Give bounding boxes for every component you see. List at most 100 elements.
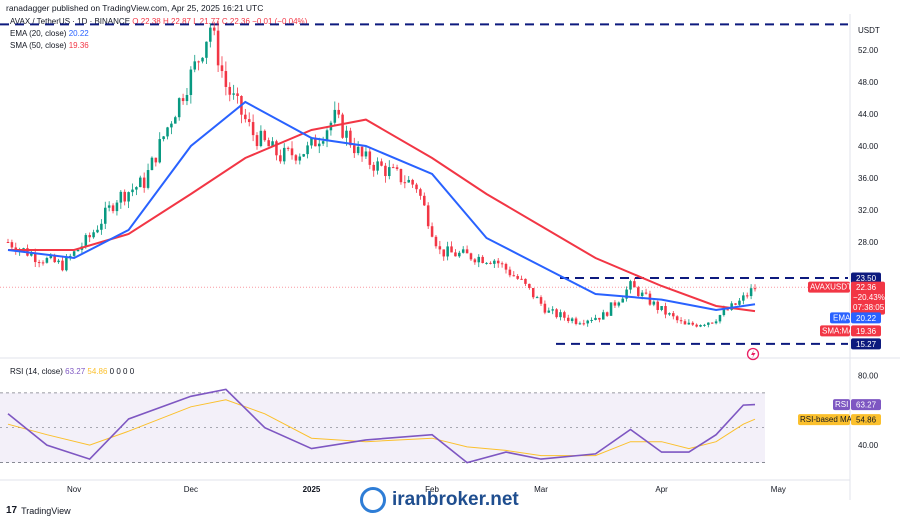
rsi-tag-name: RSI: [835, 400, 848, 409]
candle-body: [458, 252, 461, 257]
candle-body: [703, 324, 706, 326]
candle-body: [570, 318, 574, 322]
candle-body: [485, 262, 488, 264]
symbol-legend[interactable]: AVAX / TetherUS · 1D · BINANCE O 22.38 H…: [10, 17, 307, 26]
candle-body: [88, 235, 91, 238]
candle-body: [154, 157, 158, 163]
candle-body: [337, 109, 340, 115]
candle-body: [100, 223, 103, 230]
candle-body: [10, 242, 14, 248]
rsi-ma-line[interactable]: [7, 399, 756, 457]
rsi-line[interactable]: [7, 388, 756, 464]
alert-icon[interactable]: [746, 347, 760, 361]
rsi-tag[interactable]: RSI 63.27: [833, 399, 881, 411]
candle-body: [360, 146, 364, 157]
candle-body: [321, 141, 325, 144]
tradingview-label: TradingView: [21, 505, 71, 516]
candlestick-series[interactable]: [6, 20, 757, 328]
rsi-legend-value: 63.27: [65, 367, 86, 376]
candle-body: [742, 295, 745, 301]
last-price-name: AVAXUSDT: [810, 283, 852, 292]
candle-body: [139, 177, 142, 188]
price-tick-label: 28.00: [858, 238, 879, 247]
candle-body: [61, 260, 64, 271]
candle-body: [430, 226, 434, 237]
sma-tag[interactable]: SMA:MA 19.36: [820, 325, 881, 337]
candle-body: [193, 61, 197, 70]
candle-body: [30, 253, 33, 256]
candle-body: [84, 235, 88, 247]
price-tick-label: 52.00: [858, 46, 879, 55]
last-price-name-bg: [808, 281, 850, 293]
candle-body: [333, 109, 337, 123]
price-axis[interactable]: 52.00 48.00 44.00 40.00 36.00 32.00 28.00: [858, 46, 879, 247]
candle-body: [547, 310, 551, 313]
candle-body: [185, 94, 189, 102]
candle-body: [65, 256, 68, 271]
resistance-tag[interactable]: 23.50: [851, 272, 881, 284]
support-tag[interactable]: 15.27: [851, 338, 881, 350]
rsi-ma-tag-value: 54.86: [856, 416, 877, 425]
candle-body: [625, 289, 628, 299]
resistance-tag-text: 23.50: [856, 274, 877, 283]
candle-body: [621, 298, 624, 303]
candle-body: [524, 278, 527, 284]
candle-body: [578, 323, 582, 325]
candle-body: [419, 189, 422, 196]
ohlc-change: −0.01 (−0.04%): [252, 17, 308, 26]
ema-legend-value: 20.22: [68, 29, 89, 38]
ema-line[interactable]: [7, 100, 756, 312]
candle-body: [605, 312, 609, 316]
sma-tag-name-bg: [820, 325, 850, 337]
candle-body: [668, 313, 671, 315]
rsi-legend[interactable]: RSI (14, close) 63.27 54.86 0 0 0 0: [10, 367, 134, 376]
candle-body: [247, 119, 251, 123]
candle-body: [150, 157, 154, 171]
candle-body: [345, 130, 348, 138]
candle-body: [442, 249, 446, 257]
candle-body: [325, 130, 329, 142]
candle-body: [212, 27, 216, 31]
time-axis[interactable]: Nov Dec 2025 Feb Mar Apr May: [67, 485, 786, 494]
candle-body: [695, 324, 698, 327]
candle-body: [543, 303, 547, 313]
last-price-time: 07:38:05: [853, 303, 885, 312]
candle-body: [302, 154, 305, 157]
watermark-text: iranbroker.net: [392, 489, 519, 510]
watermark: iranbroker.net: [360, 487, 519, 513]
ema-tag[interactable]: EMA 20.22: [830, 312, 881, 324]
candle-body: [722, 309, 726, 316]
candle-body: [131, 189, 134, 193]
candle-body: [263, 130, 267, 141]
candle-body: [166, 127, 169, 137]
ema-legend[interactable]: EMA (20, close) 20.22: [10, 29, 89, 38]
candle-body: [22, 248, 25, 250]
candle-body: [714, 321, 718, 324]
sma-line[interactable]: [8, 118, 756, 313]
sma-legend[interactable]: SMA (50, close) 19.36: [10, 41, 89, 50]
candle-body: [461, 249, 465, 253]
candle-body: [41, 262, 45, 264]
candle-body: [314, 137, 317, 147]
price-tick-label: 32.00: [858, 206, 879, 215]
candle-body: [388, 167, 391, 177]
candle-body: [380, 161, 383, 166]
rsi-ma-tag[interactable]: RSI-based MA 54.86: [798, 414, 881, 426]
last-price-tag[interactable]: AVAXUSDT 22.36 −20.43% 07:38:05: [808, 281, 885, 315]
tradingview-logo[interactable]: 17 TradingView: [6, 505, 71, 516]
rsi-ma-tag-bg: [851, 414, 881, 426]
candle-body: [197, 61, 200, 63]
rsi-tag-value: 63.27: [856, 401, 877, 410]
candle-body: [637, 287, 640, 297]
candle-body: [687, 322, 691, 325]
ema-tag-value: 20.22: [856, 314, 877, 323]
candle-body: [586, 320, 589, 324]
symbol-name: AVAX / TetherUS · 1D · BINANCE: [10, 17, 131, 26]
ema-legend-label: EMA (20, close): [10, 29, 67, 38]
candle-body: [244, 114, 247, 120]
candle-body: [438, 246, 442, 250]
candle-body: [251, 122, 255, 136]
candle-body: [259, 130, 263, 147]
time-tick-label: Nov: [67, 485, 81, 494]
